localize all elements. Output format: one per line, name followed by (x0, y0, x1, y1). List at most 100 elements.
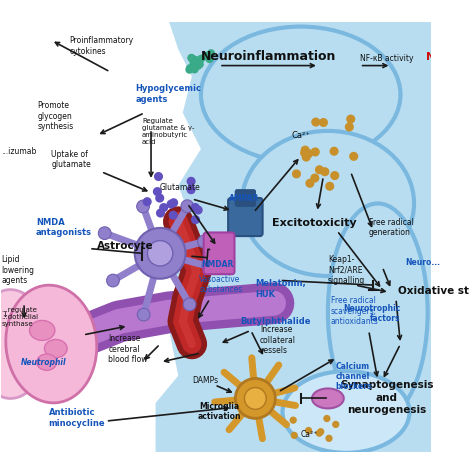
Circle shape (187, 185, 196, 194)
Circle shape (346, 115, 356, 124)
Text: AMPAR: AMPAR (229, 194, 260, 203)
Text: ...regulate
...dothelial
synthase: ...regulate ...dothelial synthase (1, 307, 38, 327)
Circle shape (191, 56, 200, 64)
Text: Lipid
lowering
agents: Lipid lowering agents (1, 255, 35, 285)
Circle shape (198, 235, 210, 248)
Polygon shape (155, 22, 431, 452)
Circle shape (311, 147, 320, 156)
Circle shape (193, 206, 203, 215)
Circle shape (156, 209, 165, 218)
Text: Melatonin,
HUK: Melatonin, HUK (255, 280, 306, 299)
Ellipse shape (29, 320, 55, 340)
Circle shape (154, 172, 163, 181)
Text: NMDA
antagonists: NMDA antagonists (36, 218, 92, 237)
Circle shape (197, 55, 205, 63)
Text: NMDAR: NMDAR (201, 260, 233, 269)
Circle shape (107, 274, 119, 287)
Text: ↓: ↓ (1, 310, 9, 319)
Text: Increase
cerebral
blood flow: Increase cerebral blood flow (109, 334, 148, 364)
Text: Ca²⁺: Ca²⁺ (292, 131, 310, 140)
Circle shape (147, 241, 173, 266)
Circle shape (153, 187, 162, 196)
Circle shape (155, 193, 164, 202)
Ellipse shape (328, 203, 428, 421)
Circle shape (291, 432, 298, 439)
Text: Antibiotic
minocycline: Antibiotic minocycline (48, 408, 105, 428)
Circle shape (292, 169, 301, 178)
Circle shape (320, 167, 329, 176)
Circle shape (302, 153, 311, 162)
Text: Increase
collateral
vessels: Increase collateral vessels (260, 325, 296, 355)
Circle shape (169, 198, 178, 207)
Text: Excitotoxicity: Excitotoxicity (272, 218, 356, 228)
Circle shape (301, 146, 310, 155)
Ellipse shape (219, 45, 383, 154)
Circle shape (325, 182, 334, 191)
Circle shape (305, 179, 314, 188)
Circle shape (310, 173, 319, 182)
Circle shape (181, 200, 194, 212)
Text: Regulate
glutamate & γ-
aminobutyric
acid: Regulate glutamate & γ- aminobutyric aci… (142, 118, 194, 146)
Circle shape (345, 122, 354, 131)
Circle shape (311, 118, 320, 127)
Text: Butylphthalide: Butylphthalide (240, 317, 310, 326)
Text: Astrocyte: Astrocyte (97, 241, 153, 251)
Circle shape (169, 210, 178, 220)
Circle shape (191, 65, 199, 73)
Circle shape (187, 177, 196, 186)
Text: Neutrophil: Neutrophil (21, 358, 67, 367)
Ellipse shape (0, 290, 47, 399)
Circle shape (187, 54, 195, 62)
Text: Keap1-
Nrf2/ARE
signalling: Keap1- Nrf2/ARE signalling (328, 255, 365, 285)
Ellipse shape (283, 371, 410, 453)
Text: Free radical
scavengers,
antioxidants: Free radical scavengers, antioxidants (330, 296, 378, 326)
Ellipse shape (260, 149, 396, 267)
Ellipse shape (37, 354, 57, 370)
Text: Calcium
channel
blockers: Calcium channel blockers (335, 362, 372, 392)
Circle shape (290, 417, 297, 424)
Circle shape (315, 165, 324, 174)
Circle shape (191, 215, 200, 224)
FancyBboxPatch shape (204, 232, 235, 274)
Text: Neuroinflammation: Neuroinflammation (201, 50, 337, 63)
Text: Ca²⁺: Ca²⁺ (301, 430, 318, 439)
Circle shape (137, 308, 150, 321)
Circle shape (316, 429, 323, 437)
Text: Promote
glycogen
synthesis: Promote glycogen synthesis (37, 101, 74, 131)
Ellipse shape (6, 285, 97, 403)
Circle shape (330, 171, 339, 180)
Circle shape (349, 152, 358, 161)
Circle shape (183, 298, 196, 311)
Circle shape (190, 59, 198, 67)
Circle shape (159, 203, 168, 212)
Circle shape (319, 118, 328, 127)
Text: Free radical
generation: Free radical generation (369, 218, 414, 237)
Text: DAMPs: DAMPs (192, 376, 218, 385)
FancyBboxPatch shape (228, 198, 263, 236)
Circle shape (203, 53, 211, 61)
Circle shape (304, 149, 313, 158)
Text: Uptake of
glutamate: Uptake of glutamate (51, 150, 91, 169)
Ellipse shape (201, 27, 401, 163)
Circle shape (245, 388, 266, 410)
Circle shape (207, 49, 215, 57)
FancyBboxPatch shape (236, 190, 255, 206)
Text: Glutamate: Glutamate (160, 183, 201, 192)
Text: Vasoactive
substances: Vasoactive substances (199, 275, 242, 294)
Circle shape (196, 60, 204, 68)
Circle shape (305, 427, 312, 434)
Text: Proinflammatory
cytokines: Proinflammatory cytokines (69, 36, 134, 56)
Circle shape (204, 51, 212, 59)
Circle shape (188, 54, 196, 63)
Text: Neuro...: Neuro... (405, 258, 440, 267)
Circle shape (202, 260, 215, 273)
Circle shape (137, 200, 149, 213)
Circle shape (317, 428, 324, 435)
Circle shape (185, 65, 193, 74)
Circle shape (325, 435, 333, 442)
Text: Ne: Ne (426, 52, 443, 62)
Circle shape (236, 378, 275, 419)
Ellipse shape (312, 389, 344, 409)
Circle shape (186, 64, 194, 72)
Circle shape (99, 227, 111, 239)
